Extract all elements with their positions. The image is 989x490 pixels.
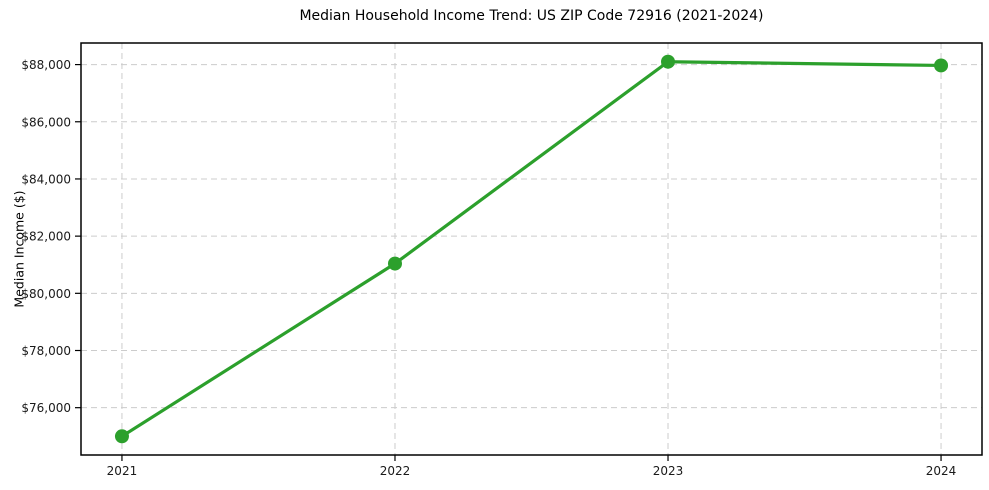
y-tick-label: $84,000: [21, 172, 71, 186]
data-point: [661, 54, 676, 69]
y-tick-label: $82,000: [21, 230, 71, 244]
y-tick-label: $78,000: [21, 344, 71, 358]
data-point: [114, 429, 129, 444]
x-tick-label: 2024: [926, 464, 957, 478]
y-tick-label: $80,000: [21, 287, 71, 301]
y-axis-title: Median Income ($): [11, 190, 27, 308]
data-point: [934, 58, 949, 73]
axis-spines: [80, 42, 983, 456]
x-tick-label: 2023: [653, 464, 684, 478]
y-tick-label: $76,000: [21, 401, 71, 415]
chart-title: Median Household Income Trend: US ZIP Co…: [299, 8, 764, 24]
y-tick-label: $88,000: [21, 58, 71, 72]
x-tick-label: 2021: [107, 464, 138, 478]
data-line: [120, 60, 943, 438]
x-tick-label: 2022: [380, 464, 411, 478]
data-point: [387, 256, 402, 271]
y-tick-label: $86,000: [21, 115, 71, 129]
